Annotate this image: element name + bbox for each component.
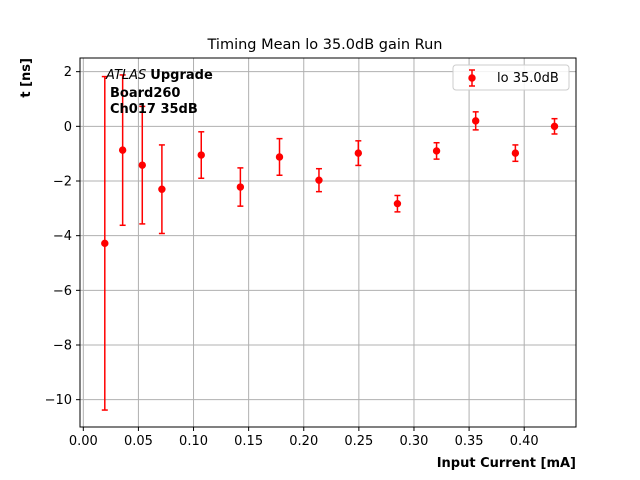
y-tick-label: 2 [64,65,72,80]
chart-title: Timing Mean lo 35.0dB gain Run [207,37,443,53]
data-point [471,117,480,125]
x-tick-label: 0.25 [344,434,373,449]
legend-label: lo 35.0dB [497,71,559,86]
x-tick-label: 0.20 [289,434,318,449]
x-tick-label: 0.05 [124,434,153,449]
legend-point [468,74,476,82]
x-tick-label: 0.00 [69,434,98,449]
data-point [354,149,363,157]
data-point [275,153,284,161]
legend-box [452,64,570,91]
legend: lo 35.0dB [452,64,570,91]
plot-frame [79,57,577,428]
x-tick-label: 0.10 [179,434,208,449]
annotation-line-1: ATLAS Upgrade [105,68,213,83]
y-tick-label: −4 [53,229,72,244]
x-tick-label: 0.40 [510,434,539,449]
upgrade-label: Upgrade [150,68,213,83]
x-axis-label: Input Current [mA] [437,456,576,471]
data-point [118,146,127,154]
data-point [432,147,441,155]
y-tick-label: −10 [45,393,72,408]
data-series [101,74,559,411]
data-point [158,185,166,193]
atlas-label: ATLAS [105,68,146,83]
data-point [236,183,245,191]
x-tick-label: 0.30 [399,434,428,449]
x-axis-ticks: 0.00 0.05 0.10 0.15 0.20 0.25 0.30 0.35 0.40 [69,427,539,449]
x-tick-label: 0.15 [234,434,263,449]
data-point [393,199,402,208]
data-point [315,176,323,184]
x-tick-label: 0.35 [455,434,484,449]
y-tick-label: −6 [53,284,72,299]
data-point [138,161,146,169]
y-axis-label: t [ns] [19,58,34,98]
y-tick-label: 0 [64,120,72,135]
annotation-line-3: Ch017 35dB [110,102,198,117]
annotation-line-2: Board260 [110,86,180,101]
annotation: ATLAS Upgrade Board260 Ch017 35dB [105,68,213,117]
data-point [101,239,109,248]
data-point [511,149,520,157]
y-tick-label: −2 [53,175,72,190]
legend-marker [468,69,476,87]
y-axis-ticks: −10 −8 −6 −4 −2 0 2 [45,65,80,408]
data-point [550,122,559,131]
grid-lines [80,58,576,427]
data-point [197,151,205,159]
y-tick-label: −8 [53,339,72,354]
